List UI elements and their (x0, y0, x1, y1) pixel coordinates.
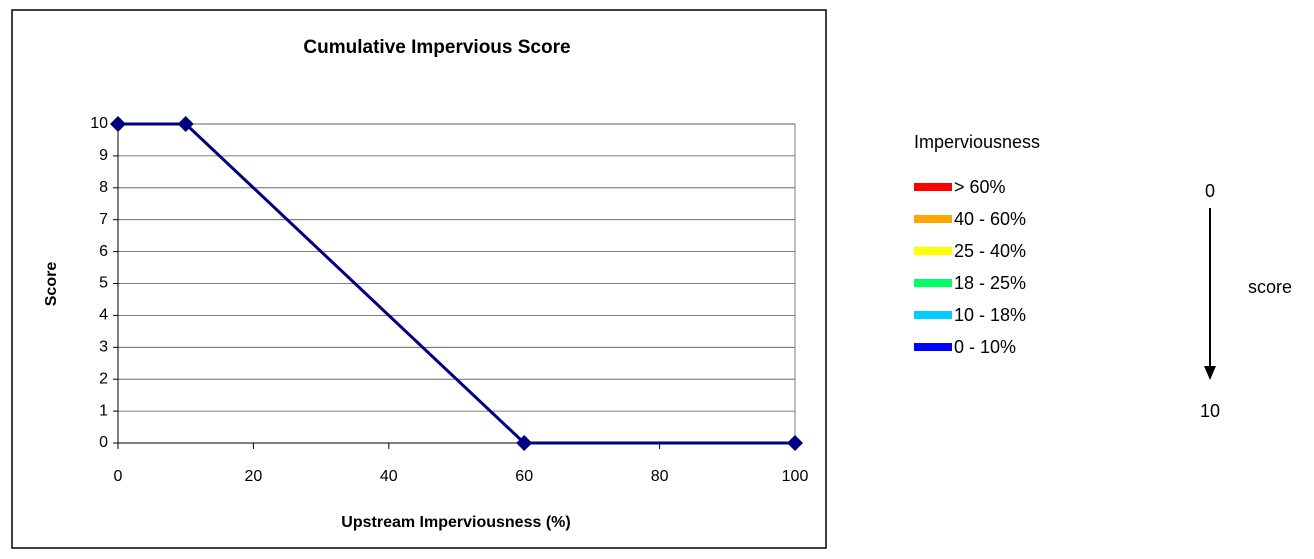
line (118, 122, 795, 445)
legend-swatch (914, 215, 952, 223)
y-tick-label: 0 (99, 434, 108, 451)
legend-swatch (914, 311, 952, 319)
x-tick-label: 80 (651, 468, 669, 485)
legend-label: 25 - 40% (954, 241, 1026, 261)
legend-label: 18 - 25% (954, 273, 1026, 293)
x-tick-label: 0 (114, 468, 123, 485)
y-axis-label: Score (43, 262, 60, 307)
legend-swatch (914, 183, 952, 191)
scale-bottom: 10 (1200, 401, 1220, 421)
marker (516, 435, 533, 451)
scale-label: score (1248, 277, 1292, 297)
marker (177, 116, 194, 132)
x-tick-label: 20 (245, 468, 263, 485)
marker (787, 435, 803, 451)
y-tick-label: 10 (90, 115, 108, 132)
legend-label: > 60% (954, 177, 1006, 197)
legend-swatch (914, 279, 952, 287)
y-tick-label: 8 (99, 179, 108, 196)
y-tick-label: 2 (99, 370, 108, 387)
x-axis-label: Upstream Imperviousness (%) (341, 514, 570, 531)
y-tick-label: 9 (99, 147, 108, 164)
x-tick-label: 100 (782, 468, 809, 485)
y-tick-label: 3 (99, 339, 108, 356)
y-tick-label: 7 (99, 211, 108, 228)
chart-title: Cumulative Impervious Score (303, 37, 570, 58)
y-tick-label: 5 (99, 275, 108, 292)
y-tick-label: 1 (99, 402, 108, 419)
x-tick-label: 60 (515, 468, 533, 485)
legend-swatch (914, 343, 952, 351)
legend-label: 0 - 10% (954, 337, 1016, 357)
legend-label: 10 - 18% (954, 305, 1026, 325)
marker (110, 116, 126, 132)
scale-top: 0 (1205, 181, 1215, 201)
legend-title: Imperviousness (914, 132, 1040, 152)
scale-arrowhead (1204, 366, 1216, 380)
y-tick-label: 6 (99, 243, 108, 260)
legend-label: 40 - 60% (954, 209, 1026, 229)
legend-swatch (914, 247, 952, 255)
y-tick-label: 4 (99, 307, 108, 324)
x-tick-label: 40 (380, 468, 398, 485)
